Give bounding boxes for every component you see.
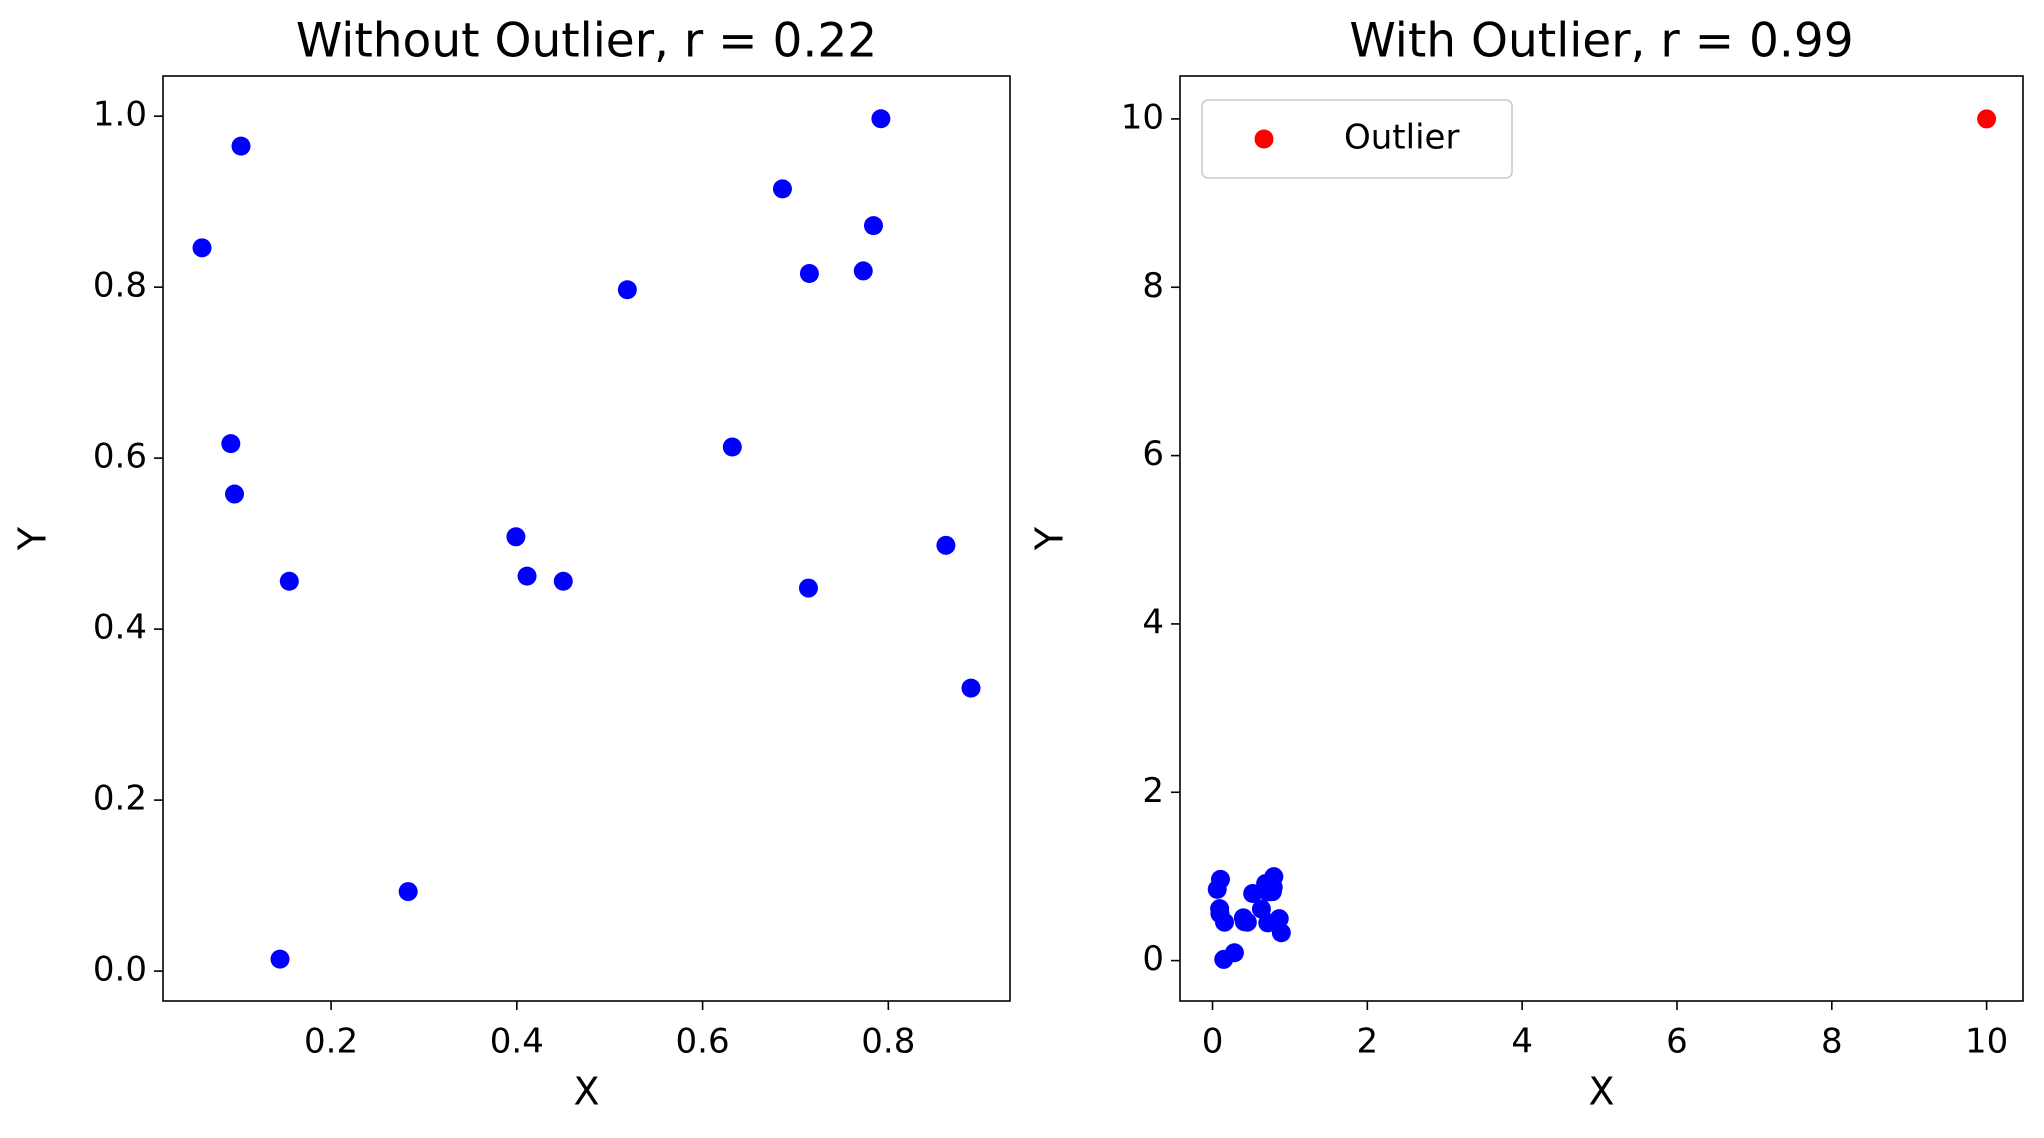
legend-label: Outlier <box>1344 118 1459 158</box>
scatter-point <box>961 678 981 698</box>
scatter-point <box>231 136 251 156</box>
x-tick-label: 0.2 <box>304 1022 358 1062</box>
scatter-point <box>1977 109 1997 129</box>
y-tick-label: 4 <box>1142 602 1164 642</box>
x-axis-label: X <box>573 1070 599 1114</box>
scatter-point <box>192 238 212 258</box>
x-tick-label: 0.8 <box>861 1022 915 1062</box>
scatter-point <box>270 949 290 969</box>
scatter-point <box>398 882 418 902</box>
legend-marker <box>1254 129 1274 149</box>
scatter-point <box>798 578 818 598</box>
y-tick-label: 1.0 <box>93 95 147 135</box>
scatter-point <box>279 571 299 591</box>
x-tick-label: 10 <box>1965 1022 2008 1062</box>
scatter-point <box>1243 884 1263 904</box>
chart-title: With Outlier, r = 0.99 <box>1349 14 1853 69</box>
scatter-point <box>853 261 873 281</box>
x-tick-label: 0 <box>1202 1022 1224 1062</box>
y-tick-label: 2 <box>1142 771 1164 811</box>
scatter-point <box>1224 943 1244 963</box>
scatter-point <box>1215 912 1235 932</box>
scatter-point <box>871 109 891 129</box>
x-tick-label: 0.4 <box>490 1022 544 1062</box>
y-tick-label: 0 <box>1142 939 1164 979</box>
x-tick-label: 8 <box>1821 1022 1843 1062</box>
y-tick-label: 0.0 <box>93 950 147 990</box>
y-axis-label: Y <box>11 526 55 551</box>
scatter-point <box>1271 923 1291 943</box>
y-tick-label: 8 <box>1142 266 1164 306</box>
y-tick-label: 0.2 <box>93 779 147 819</box>
scatter-point <box>225 484 245 504</box>
y-tick-label: 0.6 <box>93 437 147 477</box>
scatter-point <box>936 535 956 555</box>
scatter-point <box>1237 912 1257 932</box>
scatter-point <box>722 437 742 457</box>
scatter-point <box>863 216 883 236</box>
scatter-point <box>221 434 241 454</box>
scatter-point <box>772 179 792 199</box>
chart-title: Without Outlier, r = 0.22 <box>296 14 877 69</box>
x-tick-label: 2 <box>1357 1022 1379 1062</box>
scatter-point <box>799 263 819 283</box>
plot-frame <box>1179 75 2024 1002</box>
legend-box <box>1201 99 1513 179</box>
scatter-point <box>506 527 526 547</box>
scatter-point <box>1264 867 1284 887</box>
y-tick-label: 0.4 <box>93 608 147 648</box>
x-tick-label: 0.6 <box>676 1022 730 1062</box>
y-tick-label: 0.8 <box>93 266 147 306</box>
scatter-point <box>1269 909 1289 929</box>
scatter-point <box>617 280 637 300</box>
scatter-point <box>1210 869 1230 889</box>
y-tick-label: 6 <box>1142 434 1164 474</box>
x-tick-label: 6 <box>1666 1022 1688 1062</box>
scatter-point <box>553 571 573 591</box>
scatter-point <box>517 566 537 586</box>
x-tick-label: 4 <box>1511 1022 1533 1062</box>
y-axis-label: Y <box>1028 526 1072 551</box>
plot-frame <box>162 75 1011 1002</box>
y-tick-label: 10 <box>1121 97 1164 137</box>
x-axis-label: X <box>1588 1070 1614 1114</box>
